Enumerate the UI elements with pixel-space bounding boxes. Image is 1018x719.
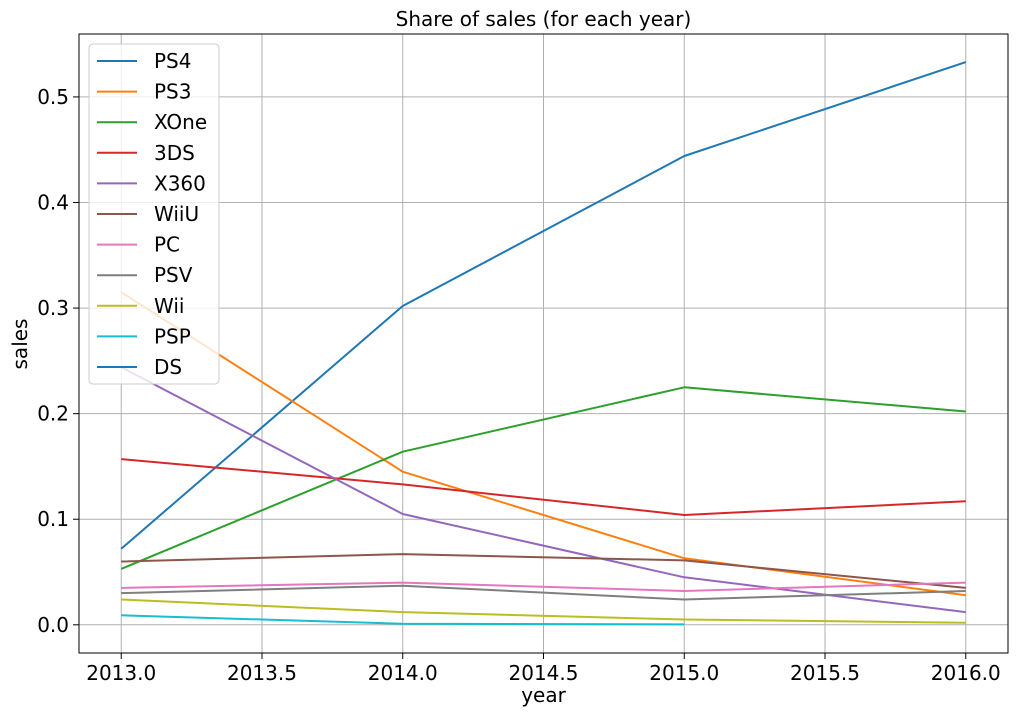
y-tick-label: 0.2 xyxy=(37,402,69,426)
plot-frame xyxy=(78,33,1009,654)
x-tick-label: 2015.0 xyxy=(649,661,719,685)
series-line-ps4 xyxy=(120,61,967,550)
legend-label: PS4 xyxy=(154,49,191,73)
series-line-ps3 xyxy=(120,291,966,597)
series-line-psp xyxy=(121,614,685,626)
legend-label: PSP xyxy=(154,324,191,348)
axes: 2013.0 2013.5 2014.0 2014.5 2015.0 2015.5 2016… xyxy=(37,33,1009,685)
legend-label: PC xyxy=(154,233,180,257)
x-tick-label: 2014.5 xyxy=(509,661,579,685)
grid xyxy=(79,34,1008,653)
x-axis-title: year xyxy=(521,683,566,707)
legend: PS4 PS3 XOne 3DS X360 WiiU PC PSV Wii PSP DS xyxy=(88,43,220,385)
series-line-wiiu xyxy=(121,553,966,589)
y-tick-label: 0.0 xyxy=(37,613,69,637)
series-line-3ds xyxy=(121,458,966,516)
series-line-pc xyxy=(121,581,966,592)
x-tick-label: 2016.0 xyxy=(931,661,1001,685)
legend-label: Wii xyxy=(154,294,184,318)
series-line-wii xyxy=(121,598,966,624)
x-tick-label: 2015.5 xyxy=(790,661,860,685)
y-axis-title: sales xyxy=(8,319,32,370)
series-line-xone xyxy=(120,386,966,570)
legend-label: XOne xyxy=(154,110,207,134)
y-tick-label: 0.3 xyxy=(37,296,69,320)
series-line-psv xyxy=(121,584,966,601)
x-tick-label: 2013.0 xyxy=(86,661,156,685)
chart-title: Share of sales (for each year) xyxy=(396,7,692,31)
legend-label: 3DS xyxy=(154,141,195,165)
y-tick-label: 0.4 xyxy=(37,191,69,215)
y-tick-label: 0.1 xyxy=(37,507,69,531)
legend-label: X360 xyxy=(154,171,206,195)
legend-label: PS3 xyxy=(154,80,191,104)
series-lines xyxy=(120,61,967,626)
legend-box xyxy=(88,43,220,385)
legend-label: DS xyxy=(154,355,182,379)
legend-label: WiiU xyxy=(154,202,199,226)
x-tick-label: 2014.0 xyxy=(368,661,438,685)
legend-label: PSV xyxy=(154,263,193,287)
y-tick-label: 0.5 xyxy=(37,85,69,109)
x-tick-label: 2013.5 xyxy=(227,661,297,685)
